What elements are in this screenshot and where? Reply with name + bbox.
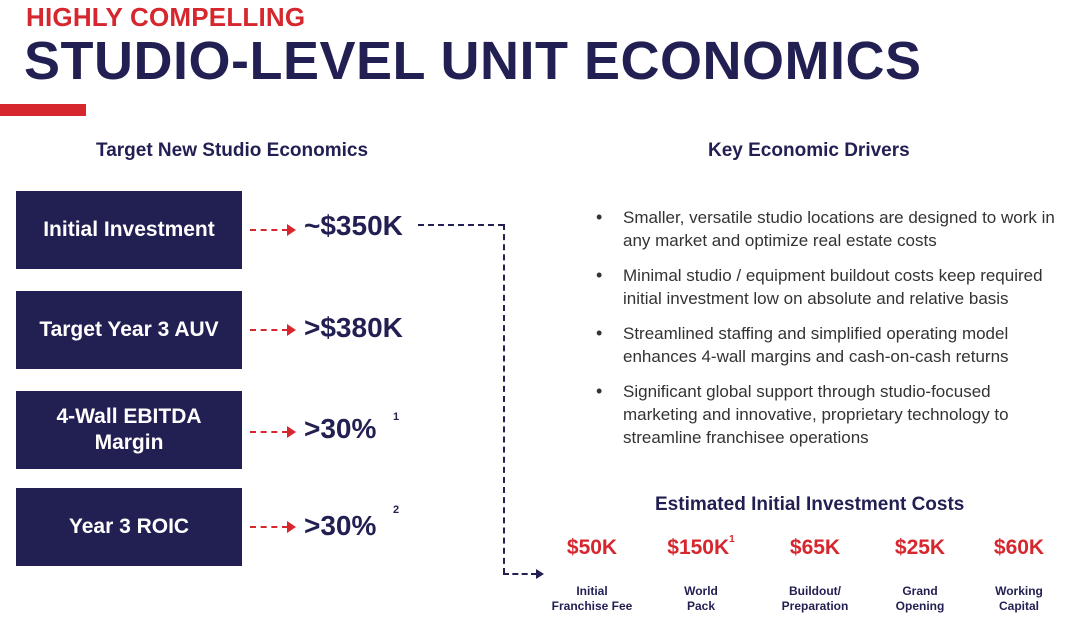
- cost-value: $25K: [894, 536, 946, 559]
- cost-item-franchise-fee: $50K Initial Franchise Fee: [536, 536, 648, 614]
- metric-value-initial-investment: ~$350K: [304, 210, 403, 241]
- metric-label-line: Target Year 3 AUV: [39, 317, 219, 341]
- connector-line-vertical: [503, 224, 505, 574]
- metric-value-4wall-ebitda-margin: >30%: [304, 413, 377, 444]
- metric-label-line: Initial Investment: [43, 217, 215, 241]
- key-drivers-heading: Key Economic Drivers: [708, 140, 910, 161]
- metric-arrow: [250, 426, 296, 438]
- target-economics-heading: Target New Studio Economics: [96, 140, 369, 161]
- metric-label-line: Margin: [94, 431, 164, 454]
- metric-box-4wall-ebitda-margin: 4-Wall EBITDA Margin: [16, 391, 242, 469]
- list-item: Streamlined staffing and simplified oper…: [596, 322, 1066, 368]
- connector-line-horizontal: [418, 224, 504, 226]
- cost-item-working-capital: $60K Working Capital: [963, 536, 1075, 614]
- metric-arrow: [250, 224, 296, 236]
- costs-heading: Estimated Initial Investment Costs: [655, 494, 965, 515]
- cost-label: Buildout/Preparation: [781, 584, 849, 613]
- metric-box-target-year3-auv: Target Year 3 AUV: [16, 291, 242, 369]
- cost-item-buildout: $65K Buildout/Preparation: [759, 536, 871, 614]
- cost-label: Initial Franchise Fee: [551, 584, 633, 613]
- list-item: Significant global support through studi…: [596, 380, 1066, 449]
- list-item: Minimal studio / equipment buildout cost…: [596, 264, 1066, 310]
- cost-label: World Pack: [684, 584, 718, 613]
- metric-label-line: 4-Wall EBITDA: [56, 404, 202, 428]
- red-accent-rule: [0, 104, 86, 116]
- footnote-marker: 2: [393, 504, 400, 516]
- cost-label: Working Capital: [995, 584, 1043, 613]
- cost-value: $50K: [566, 536, 618, 559]
- metric-value-target-year3-auv: >$380K: [304, 312, 403, 343]
- connector-arrow-head: [536, 569, 544, 579]
- footnote-marker: 1: [393, 411, 400, 423]
- metric-box-year3-roic: Year 3 ROIC: [16, 488, 242, 566]
- cost-item-world-pack: $150K1 World Pack: [645, 534, 757, 614]
- metric-label-line: Year 3 ROIC: [68, 514, 190, 538]
- footnote-marker: 1: [729, 534, 735, 545]
- cost-item-grand-opening: $25K Grand Opening: [864, 536, 976, 614]
- metric-arrow: [250, 521, 296, 533]
- cost-value: $150K1: [667, 534, 735, 559]
- eyebrow-heading: HIGHLY COMPELLING: [26, 2, 306, 32]
- list-item: Smaller, versatile studio locations are …: [596, 206, 1066, 252]
- connector-line-bottom: [503, 573, 537, 575]
- cost-value: $65K: [789, 536, 841, 559]
- cost-value: $60K: [993, 536, 1045, 559]
- drivers-list: Smaller, versatile studio locations are …: [596, 206, 1066, 461]
- page-title: STUDIO-LEVEL UNIT ECONOMICS: [24, 31, 922, 91]
- metric-arrow: [250, 324, 296, 336]
- metric-box-initial-investment: Initial Investment: [16, 191, 242, 269]
- cost-label: Grand Opening: [895, 584, 945, 613]
- metric-value-year3-roic: >30%: [304, 510, 377, 541]
